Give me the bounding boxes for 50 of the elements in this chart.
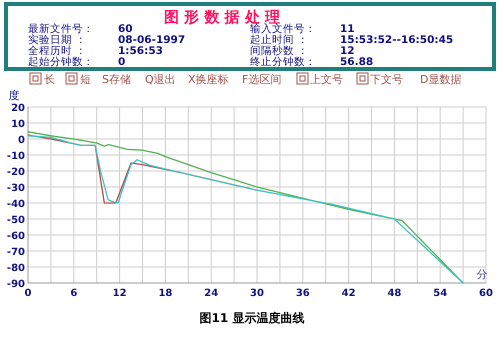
text: 60 <box>118 23 133 35</box>
text: S存储 <box>102 73 131 86</box>
text: 长 <box>44 73 55 86</box>
text: 起止时间 ： <box>250 33 308 46</box>
text: 11 <box>340 23 355 35</box>
text: F选区间 <box>242 73 282 86</box>
x-tick-label: 48 <box>387 288 402 299</box>
y-tick-label: -10 <box>6 151 26 162</box>
y-axis-title: 度 <box>8 89 20 102</box>
y-tick-label: -20 <box>6 167 26 178</box>
y-tick-label: -60 <box>6 231 26 242</box>
y-tick-label: -80 <box>6 263 26 274</box>
text: 最新文件号： <box>28 22 94 35</box>
x-tick-label: 30 <box>250 288 264 299</box>
text: 56.88 <box>340 56 374 68</box>
text: 上文号 <box>310 73 343 86</box>
text: 12 <box>340 45 355 57</box>
text: 间隔秒数 ： <box>250 45 308 57</box>
x-tick-label: 42 <box>342 288 356 299</box>
text: 实验日期 ： <box>28 33 86 46</box>
y-tick-label: 0 <box>18 135 26 146</box>
y-tick-label: 20 <box>11 103 26 114</box>
text: D显数据 <box>420 73 462 86</box>
x-tick-label: 12 <box>112 288 127 299</box>
text: 下文号 <box>370 73 403 86</box>
text: 1:56:53 <box>118 45 163 57</box>
x-tick-label: 54 <box>433 288 448 299</box>
x-tick-label: 6 <box>70 288 78 299</box>
x-axis-title: 分 <box>476 268 488 281</box>
x-tick-label: 24 <box>204 288 218 299</box>
text: X换座标 <box>188 73 229 86</box>
text: 起始分钟数： <box>28 56 94 68</box>
text: 08-06-1997 <box>118 34 186 46</box>
text: 终止分钟数： <box>250 55 316 68</box>
y-tick-label: -30 <box>6 183 26 194</box>
caption: 图11 显示温度曲线 <box>200 311 304 325</box>
x-tick-label: 60 <box>479 288 493 299</box>
y-tick-label: -40 <box>6 199 26 210</box>
text: Q退出 <box>145 73 176 86</box>
text: 0 <box>118 56 126 68</box>
x-tick-label: 18 <box>158 288 172 299</box>
y-tick-label: 10 <box>11 119 26 130</box>
y-tick-label: -90 <box>6 279 26 290</box>
text: 短 <box>80 73 91 86</box>
text: 输入文件号： <box>250 22 316 35</box>
y-tick-label: -50 <box>6 215 26 226</box>
text: 全程历时 ： <box>28 44 86 57</box>
y-tick-label: -70 <box>6 247 26 258</box>
x-tick-label: 36 <box>296 288 310 299</box>
text: 15:53:52--16:50:45 <box>340 34 454 46</box>
